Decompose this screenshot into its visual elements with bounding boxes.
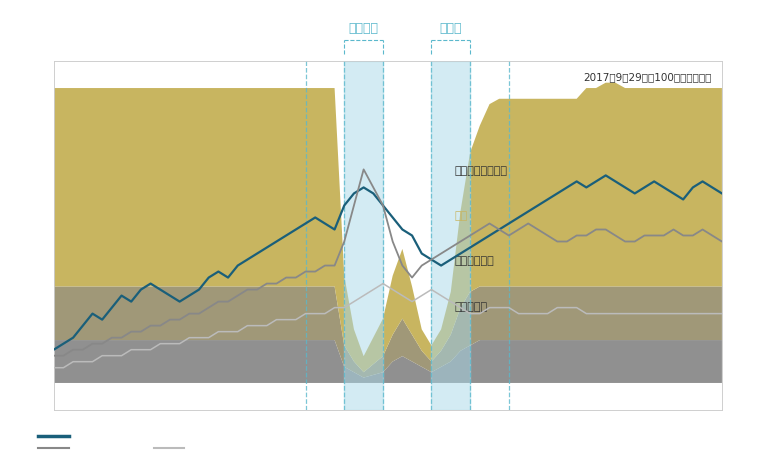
Text: 正常化: 正常化 xyxy=(439,22,462,35)
Bar xyxy=(344,61,383,410)
Text: 異常察知: 異常察知 xyxy=(349,22,379,35)
Text: 投資配分（左軸）: 投資配分（左軸） xyxy=(455,166,508,176)
Bar xyxy=(432,61,470,410)
Text: 2017年9月29日＝100として指数化: 2017年9月29日＝100として指数化 xyxy=(584,72,712,81)
Text: 債券・金利: 債券・金利 xyxy=(455,302,488,312)
Text: 株式: 株式 xyxy=(455,211,468,221)
Text: コモディティ: コモディティ xyxy=(455,256,495,267)
